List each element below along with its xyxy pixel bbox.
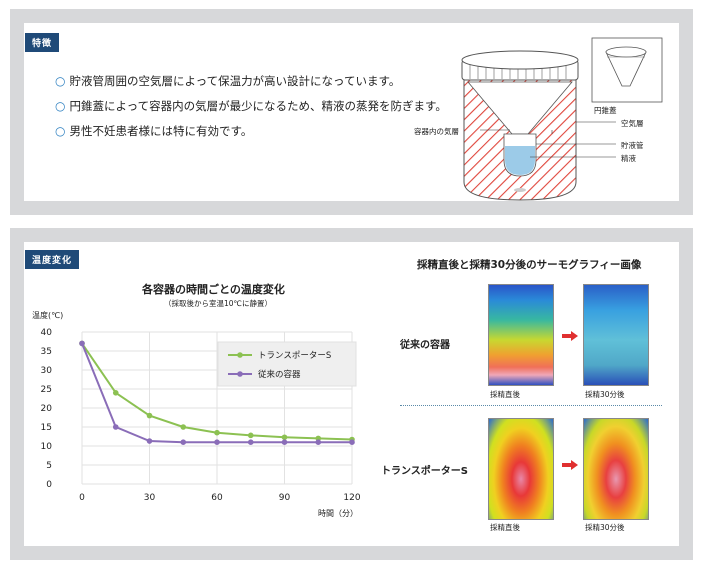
- arrow-icon: [562, 460, 578, 470]
- temperature-chart: 0 5 10 15 20 25 30 35 40 0 30 60 90 120 温度(℃) 時間（分） トランス…: [32, 310, 361, 518]
- legend-marker: [237, 352, 243, 358]
- feature-item-3: ○ 男性不妊患者様には特に有効です。: [55, 123, 252, 139]
- x-tick-label: 120: [343, 493, 360, 503]
- caption-transporter-30min: 採精30分後: [585, 523, 625, 532]
- data-point: [180, 439, 187, 445]
- legend-label: トランスポーターS: [258, 351, 331, 361]
- y-tick-label: 0: [46, 480, 52, 490]
- label-air-layer: 空気層: [621, 119, 644, 128]
- features-badge: 特徴: [25, 33, 60, 52]
- data-point: [79, 340, 85, 347]
- arrow-icon: [562, 331, 578, 341]
- x-axis-label: 時間（分）: [318, 509, 358, 518]
- data-point: [281, 434, 288, 441]
- data-point: [214, 439, 220, 445]
- data-point: [146, 438, 153, 444]
- label-semen: 精液: [621, 154, 636, 163]
- y-tick-label: 25: [41, 385, 52, 395]
- row-divider: [400, 405, 662, 406]
- data-point: [214, 429, 220, 436]
- data-point: [349, 439, 355, 445]
- y-tick-label: 35: [41, 347, 52, 357]
- label-storage-tube: 貯液管: [621, 141, 644, 150]
- data-point: [112, 390, 119, 396]
- data-point: [112, 424, 119, 430]
- bullet-circle-icon: ○: [55, 99, 66, 113]
- x-tick-label: 90: [279, 493, 291, 503]
- legend-label: 従来の容器: [258, 369, 301, 380]
- label-cone-lid: 円錐蓋: [594, 106, 617, 115]
- legend-box: [217, 341, 357, 387]
- thermo-title: 採精直後と採精30分後のサーモグラフィー画像: [417, 259, 642, 271]
- y-axis-label: 温度(℃): [32, 310, 63, 320]
- row-label-transporter: トランスポーターS: [381, 466, 469, 477]
- caption-conventional-immediate: 採精直後: [490, 390, 520, 399]
- data-point: [281, 439, 288, 445]
- thermo-transporter-immediate: [488, 418, 554, 520]
- row-label-conventional: 従来の容器: [400, 340, 450, 351]
- chart-title: 各容器の時間ごとの温度変化: [142, 283, 285, 296]
- data-point: [180, 424, 187, 430]
- bullet-circle-icon: ○: [55, 124, 66, 138]
- x-tick-label: 0: [79, 493, 85, 503]
- feature-text-1: 貯液管周囲の空気層によって保温力が高い設計になっています。: [69, 74, 401, 88]
- y-tick-label: 40: [41, 328, 53, 338]
- y-tick-label: 10: [41, 442, 53, 452]
- legend-marker: [237, 371, 243, 377]
- data-point: [315, 439, 322, 445]
- thermo-conventional-immediate: [488, 284, 554, 386]
- y-tick-label: 5: [46, 461, 52, 471]
- x-tick-label: 30: [144, 493, 156, 503]
- thermo-conventional-30min: [583, 284, 649, 386]
- bullet-circle-icon: ○: [55, 74, 66, 88]
- feature-text-3: 男性不妊患者様には特に有効です。: [69, 124, 253, 138]
- y-tick-label: 30: [41, 366, 53, 376]
- y-tick-label: 15: [41, 423, 52, 433]
- caption-transporter-immediate: 採精直後: [490, 523, 520, 532]
- data-point: [247, 439, 254, 445]
- feature-item-2: ○ 円錐蓋によって容器内の気層が最少になるため、精液の蒸発を防ぎます。: [55, 98, 447, 114]
- data-point: [146, 412, 153, 419]
- label-container-air: 容器内の気層: [414, 127, 459, 136]
- feature-item-1: ○ 貯液管周囲の空気層によって保温力が高い設計になっています。: [55, 73, 400, 89]
- x-tick-label: 60: [211, 493, 223, 503]
- container-diagram: [461, 37, 663, 201]
- caption-conventional-30min: 採精30分後: [585, 390, 625, 399]
- temperature-badge: 温度変化: [25, 250, 80, 269]
- data-point: [247, 432, 254, 439]
- y-tick-label: 20: [41, 404, 53, 414]
- thermo-transporter-30min: [583, 418, 649, 520]
- chart-subtitle: （採取後から室温10℃に静置）: [164, 299, 272, 308]
- feature-text-2: 円錐蓋によって容器内の気層が最少になるため、精液の蒸発を防ぎます。: [69, 99, 447, 113]
